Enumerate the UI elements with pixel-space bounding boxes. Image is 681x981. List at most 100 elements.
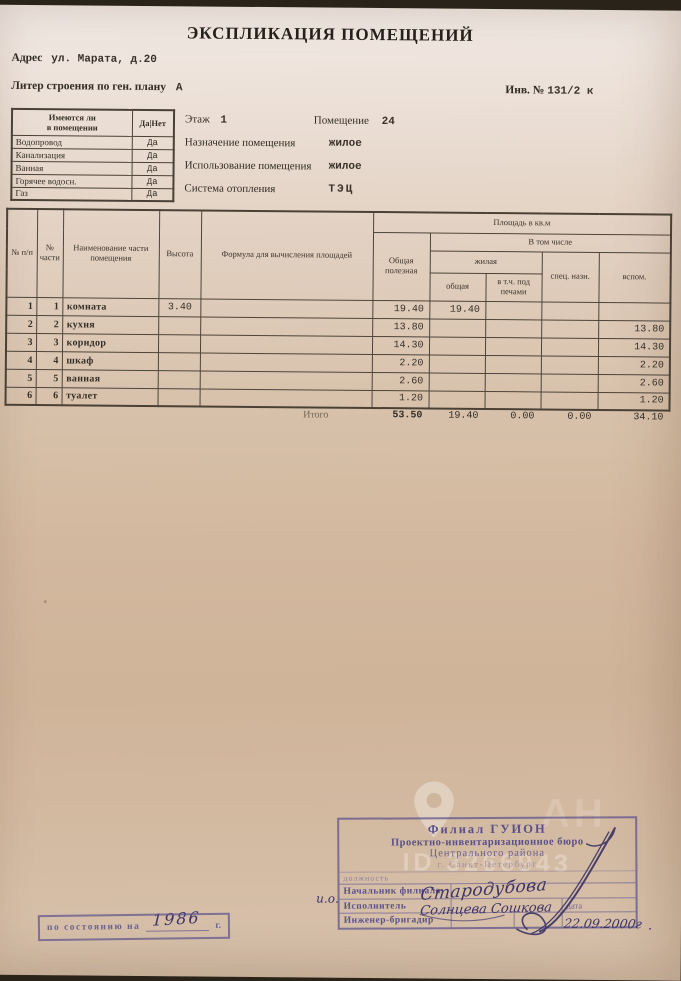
- inventory-line: Инв. № 131/2 к: [505, 84, 593, 98]
- cell-aux: 14.30: [597, 337, 671, 357]
- cell-aux: 13.80: [598, 319, 671, 339]
- cell-living-total: 19.40: [429, 300, 486, 319]
- facility-value: Да: [131, 187, 174, 202]
- cell-stoves: [485, 300, 542, 320]
- address-value: ул. Марата, д.20: [51, 53, 157, 67]
- facility-label: Горячее водосн.: [11, 173, 132, 188]
- cell-special: [540, 373, 598, 392]
- cell-total: 2.20: [371, 353, 429, 373]
- usage-label: Использование помещения: [184, 159, 312, 173]
- date-stamp-prefix: по состоянию на: [46, 921, 141, 933]
- cell-formula: [199, 334, 373, 354]
- cell-special: [540, 355, 598, 374]
- cell-part: 6: [35, 387, 62, 406]
- facilities-table: Имеются ли в помещении Да|Нет Водопровод…: [10, 107, 176, 203]
- cell-total: 2.60: [371, 371, 429, 391]
- col-header-total: Общая полезная: [372, 231, 431, 301]
- purpose-line: Назначение помещения жилое: [184, 136, 362, 150]
- cell-part: 4: [35, 351, 62, 370]
- facility-value: Да: [131, 148, 174, 163]
- facilities-header-title: Имеются ли в помещении: [11, 108, 133, 136]
- cell-aux: 1.20: [597, 391, 670, 411]
- cell-height: [157, 370, 200, 389]
- cell-height: 3.40: [158, 298, 201, 317]
- cell-num: 3: [5, 332, 37, 352]
- paper-speck: [43, 600, 47, 604]
- cell-stoves: [485, 318, 542, 338]
- facility-value: Да: [131, 135, 174, 150]
- col-header-num: № п/п: [6, 208, 38, 298]
- usage-line: Использование помещения жилое: [184, 159, 362, 173]
- cell-special: [541, 301, 599, 320]
- cell-special: [541, 319, 599, 338]
- cell-height: [157, 352, 200, 371]
- liter-value: А: [175, 82, 183, 95]
- totals-aux: 34.10: [633, 412, 664, 424]
- cell-living-total: [428, 336, 486, 355]
- as-of-date-stamp: по состоянию на г.: [37, 912, 231, 942]
- col-header-stoves: в т.ч. под печами: [485, 272, 542, 302]
- cell-total: 1.20: [371, 389, 429, 409]
- purpose-label: Назначение помещения: [184, 136, 296, 150]
- cell-special: [540, 391, 598, 410]
- date-stamp-blank-line: [146, 921, 210, 932]
- cell-aux: 2.20: [597, 355, 671, 375]
- cell-height: [157, 334, 201, 353]
- col-header-aux: вспом.: [598, 251, 671, 303]
- col-header-height: Высота: [158, 210, 202, 299]
- cell-formula: [200, 316, 373, 336]
- cell-formula: [199, 370, 372, 390]
- cell-num: 5: [5, 368, 36, 388]
- floor-value: 1: [220, 114, 228, 127]
- scanned-paper: АН ID 3266943 ЭКСПЛИКАЦИЯ ПОМЕЩЕНИЙ Адре…: [0, 4, 681, 981]
- inventory-value: 131/2 к: [547, 85, 594, 98]
- cell-name: кухня: [62, 315, 159, 335]
- cell-name: шкаф: [61, 351, 158, 371]
- col-header-living: жилая: [429, 250, 542, 274]
- location-pin-watermark-icon: [414, 781, 454, 838]
- cell-height: [157, 388, 200, 407]
- facility-value: Да: [131, 174, 174, 189]
- facility-value: Да: [131, 161, 174, 176]
- date-stamp-suffix: г.: [215, 920, 222, 931]
- facilities-header-row: Имеются ли в помещении Да|Нет: [11, 108, 175, 137]
- cell-part: 5: [35, 369, 62, 388]
- page-title: ЭКСПЛИКАЦИЯ ПОМЕЩЕНИЙ: [186, 23, 474, 45]
- cell-living-total: [428, 354, 485, 373]
- cell-formula: [199, 388, 372, 408]
- cell-num: 4: [5, 350, 36, 370]
- facility-label: Ванная: [11, 160, 132, 175]
- table-row: Газ Да: [11, 186, 174, 202]
- cell-total: 13.80: [372, 317, 430, 337]
- cell-living-total: [428, 372, 485, 391]
- floor-room-line: Этаж 1 Помещение 24: [185, 113, 395, 128]
- cell-aux: [598, 301, 671, 321]
- totals-special: 0.00: [567, 411, 592, 423]
- cell-num: 1: [6, 296, 37, 316]
- explication-table: № п/п № части Наименование части помещен…: [4, 207, 673, 412]
- purpose-value: жилое: [328, 137, 362, 150]
- room-label: Помещение: [313, 114, 369, 127]
- facility-label: Канализация: [11, 147, 132, 162]
- cell-total: 19.40: [372, 299, 430, 319]
- col-header-special: спец. назн.: [541, 251, 599, 302]
- address-label: Адрес: [11, 51, 43, 65]
- usage-value: жилое: [328, 160, 362, 173]
- cell-living-total: [429, 318, 486, 337]
- cell-stoves: [484, 372, 541, 392]
- cell-formula: [200, 298, 373, 318]
- totals-total: 53.50: [392, 410, 423, 422]
- cell-living-total: [428, 390, 485, 409]
- col-header-part: № части: [36, 209, 64, 298]
- heating-label: Система отопления: [184, 182, 276, 196]
- facilities-header-line2: в помещении: [46, 122, 98, 133]
- col-header-living-total: общая: [429, 272, 486, 301]
- totals-label: Итого: [303, 409, 329, 421]
- signature-flourish: [419, 827, 616, 936]
- cell-total: 14.30: [371, 335, 430, 355]
- col-header-formula: Формула для вычисления площадей: [200, 210, 374, 300]
- heating-value: ТЭЦ: [328, 183, 355, 196]
- header-row-1: № п/п № части Наименование части помещен…: [6, 208, 672, 300]
- cell-height: [158, 316, 201, 335]
- cell-name: туалет: [61, 387, 158, 407]
